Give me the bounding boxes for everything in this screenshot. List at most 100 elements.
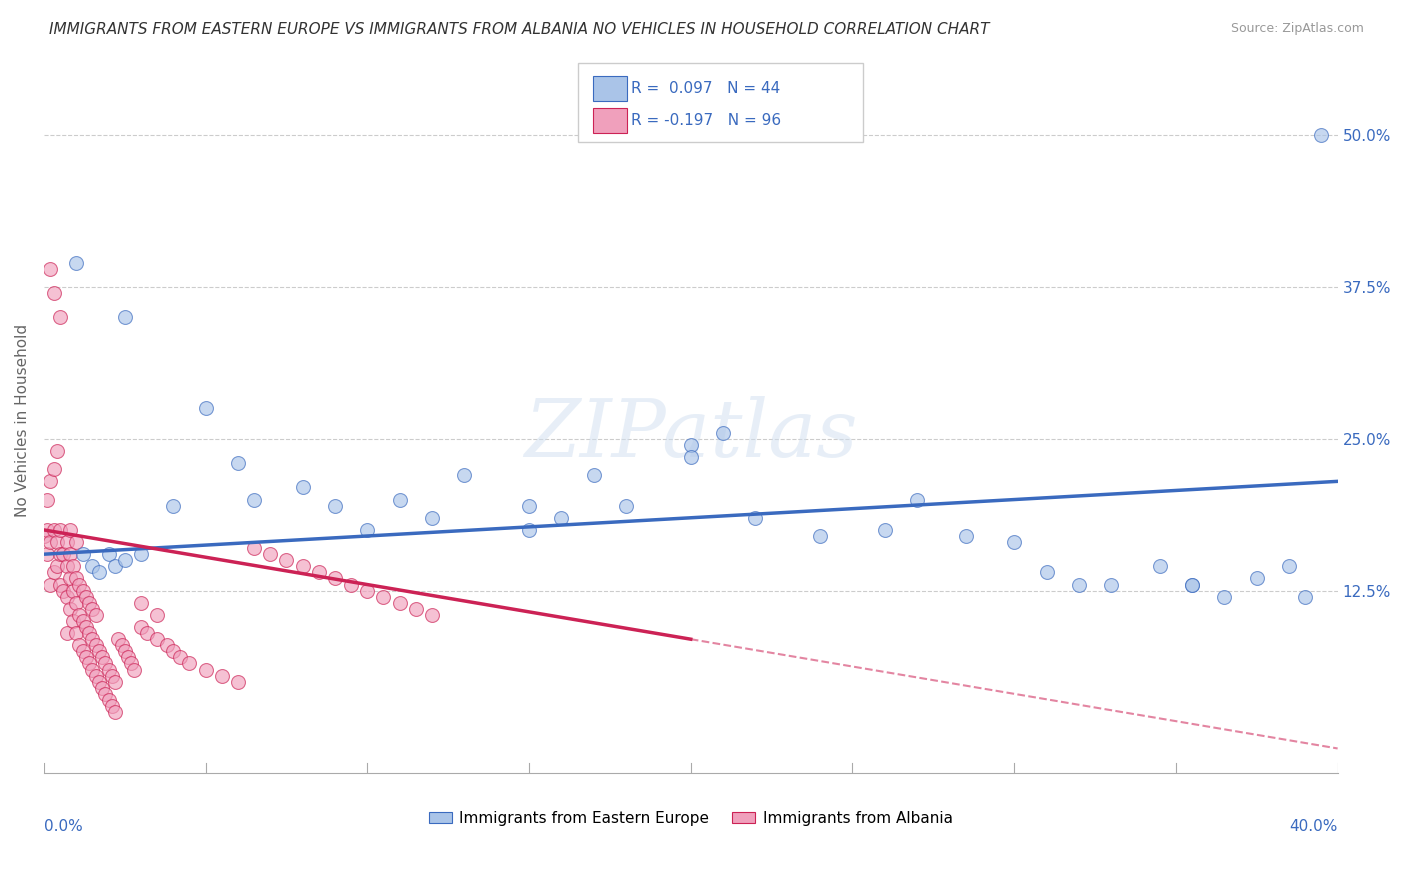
Point [52,583,75,598]
Text: 40.0%: 40.0% [1289,819,1337,833]
Point [94,687,117,701]
Point [110,638,132,652]
Point [117,650,139,665]
Point [124,663,146,677]
Point [87,674,110,689]
Point [37,547,59,561]
Point [82,602,104,616]
Point [62,559,84,574]
Point [808,529,831,543]
Point [582,468,605,483]
Point [69,577,91,591]
Point [211,668,233,682]
Point [84,638,107,652]
Point [104,705,127,719]
Point [388,596,411,610]
Point [194,663,217,677]
Point [169,650,191,665]
Point [45,559,67,574]
Point [65,256,87,270]
Point [405,602,427,616]
Point [72,644,94,658]
Point [59,602,82,616]
Point [308,566,330,580]
Point [65,626,87,640]
Point [39,475,62,489]
Point [77,596,100,610]
Point [55,559,77,574]
Point [101,668,124,682]
Point [517,499,540,513]
Legend: Immigrants from Eastern Europe, Immigrants from Albania: Immigrants from Eastern Europe, Immigran… [423,805,959,832]
Point [52,547,75,561]
Point [45,535,67,549]
Point [194,401,217,416]
Point [420,607,443,622]
Point [291,559,314,574]
Point [955,529,977,543]
Point [91,681,114,695]
Point [49,547,72,561]
Point [87,566,110,580]
Point [1310,128,1333,143]
Point [65,572,87,586]
Point [32,529,55,543]
Point [42,566,65,580]
Point [55,626,77,640]
Point [1067,577,1090,591]
Point [1035,566,1057,580]
Point [82,632,104,647]
Y-axis label: No Vehicles in Household: No Vehicles in Household [15,324,30,517]
Point [37,492,59,507]
Point [517,523,540,537]
Point [120,657,142,671]
Point [679,438,702,452]
Point [1002,535,1025,549]
Point [65,596,87,610]
Point [39,535,62,549]
Point [49,523,72,537]
Point [243,541,266,555]
Point [136,626,159,640]
Point [97,547,120,561]
Point [453,468,475,483]
Point [104,559,127,574]
Point [49,310,72,325]
Point [711,425,734,440]
Point [82,663,104,677]
Point [59,547,82,561]
Point [179,657,201,671]
Point [84,668,107,682]
Point [72,583,94,598]
Point [1181,577,1204,591]
Text: ZIPatlas: ZIPatlas [524,396,858,474]
Point [420,510,443,524]
Point [75,620,97,634]
Point [65,535,87,549]
Point [873,523,896,537]
Point [62,614,84,628]
Point [291,480,314,494]
Point [323,499,346,513]
Point [42,462,65,476]
Point [107,632,129,647]
Point [388,492,411,507]
Point [905,492,928,507]
Point [614,499,637,513]
Point [97,693,120,707]
Point [42,523,65,537]
Point [114,310,136,325]
Point [75,650,97,665]
Point [114,644,136,658]
Point [340,577,363,591]
Point [39,577,62,591]
Point [39,261,62,276]
Point [373,590,395,604]
Point [226,456,249,470]
Point [104,674,127,689]
Point [97,663,120,677]
Point [1246,572,1268,586]
Point [72,547,94,561]
Point [679,450,702,464]
Text: IMMIGRANTS FROM EASTERN EUROPE VS IMMIGRANTS FROM ALBANIA NO VEHICLES IN HOUSEHO: IMMIGRANTS FROM EASTERN EUROPE VS IMMIGR… [49,22,990,37]
